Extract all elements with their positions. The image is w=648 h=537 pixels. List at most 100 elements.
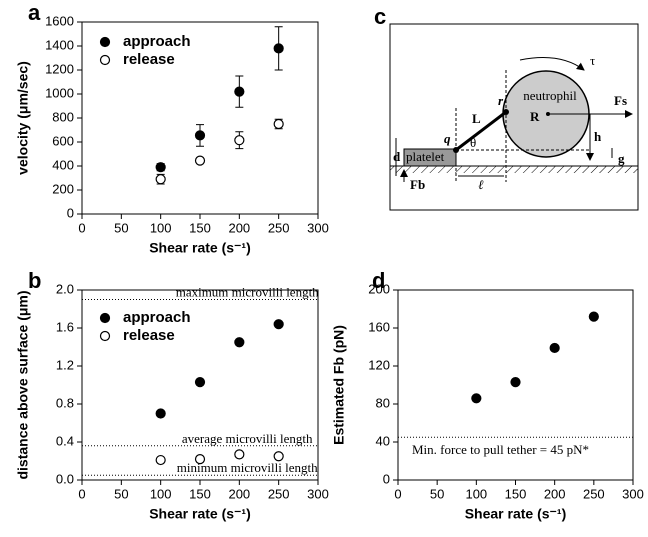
tether xyxy=(455,110,507,152)
y-tick-label: 1400 xyxy=(45,37,74,52)
data-point xyxy=(234,449,245,460)
y-axis-title: Estimated Fb (pN) xyxy=(331,325,347,445)
data-point xyxy=(549,342,560,354)
y-tick-label: 0 xyxy=(383,471,390,486)
x-tick-label: 250 xyxy=(583,486,605,501)
y-tick-label: 0.4 xyxy=(56,433,74,448)
legend-label: release xyxy=(123,51,175,68)
theta-label: θ xyxy=(470,135,476,150)
legend-marker xyxy=(99,312,111,324)
legend-marker xyxy=(99,54,111,66)
d-label: d xyxy=(393,149,401,164)
x-tick-label: 0 xyxy=(394,486,401,501)
y-tick-label: 1200 xyxy=(45,61,74,76)
x-axis-title: Shear rate (s⁻¹) xyxy=(149,240,251,256)
y-axis-title: velocity (μm/sec) xyxy=(15,61,31,175)
data-point xyxy=(194,377,206,388)
y-tick-label: 120 xyxy=(368,357,390,372)
y-tick-label: 400 xyxy=(52,157,74,172)
torque-arrow xyxy=(519,57,585,71)
x-tick-label: 250 xyxy=(268,220,290,235)
panel-label: d xyxy=(372,268,385,293)
y-tick-label: 0.0 xyxy=(56,471,74,486)
x-tick-label: 0 xyxy=(78,486,85,501)
data-point xyxy=(273,43,284,54)
panel-label: c xyxy=(374,4,386,29)
x-tick-label: 50 xyxy=(114,486,128,501)
y-tick-label: 1.2 xyxy=(56,357,74,372)
l-label: L xyxy=(472,111,481,126)
x-tick-label: 50 xyxy=(114,220,128,235)
data-point xyxy=(273,319,284,330)
y-tick-label: 0.8 xyxy=(56,395,74,410)
x-tick-label: 100 xyxy=(465,486,487,501)
x-tick-label: 150 xyxy=(189,486,211,501)
legend-label: approach xyxy=(123,309,191,326)
data-point xyxy=(194,130,206,141)
tau-label: τ xyxy=(590,53,595,68)
data-point xyxy=(273,118,284,130)
x-tick-label: 0 xyxy=(78,220,85,235)
x-tick-label: 50 xyxy=(430,486,444,501)
data-point xyxy=(234,135,245,146)
x-tick-label: 200 xyxy=(544,486,566,501)
reference-label: maximum microvilli length xyxy=(176,284,319,299)
r-label: r xyxy=(498,93,504,108)
legend-marker xyxy=(99,330,111,342)
data-point xyxy=(234,337,245,348)
y-tick-label: 1000 xyxy=(45,85,74,100)
x-axis-title: Shear rate (s⁻¹) xyxy=(149,506,251,522)
y-tick-label: 200 xyxy=(52,181,74,196)
data-point xyxy=(155,454,166,466)
neutrophil-label: neutrophil xyxy=(523,88,577,103)
reference-label: average microvilli length xyxy=(182,431,313,446)
x-tick-label: 200 xyxy=(228,220,250,235)
x-tick-label: 200 xyxy=(228,486,250,501)
q-label: q xyxy=(444,131,451,146)
data-point xyxy=(194,155,206,166)
g-label: g xyxy=(618,151,625,166)
x-axis-title: Shear rate (s⁻¹) xyxy=(465,506,567,522)
reference-label: Min. force to pull tether = 45 pN* xyxy=(412,442,589,457)
fs-label: Fs xyxy=(614,93,627,108)
data-point xyxy=(155,162,166,173)
y-tick-label: 160 xyxy=(368,319,390,334)
data-point xyxy=(155,174,166,185)
fb-label: Fb xyxy=(410,177,425,192)
panel-label: a xyxy=(28,0,41,25)
data-point xyxy=(588,311,599,322)
platelet-label: platelet xyxy=(406,149,445,164)
x-tick-label: 150 xyxy=(189,220,211,235)
data-point xyxy=(471,393,482,404)
x-tick-label: 100 xyxy=(150,486,172,501)
x-tick-label: 150 xyxy=(505,486,527,501)
x-tick-label: 250 xyxy=(268,486,290,501)
x-tick-label: 300 xyxy=(307,486,329,501)
x-tick-label: 100 xyxy=(150,220,172,235)
platelet-shape xyxy=(403,148,457,167)
x-tick-label: 300 xyxy=(307,220,329,235)
y-axis-title: distance above surface (μm) xyxy=(15,290,31,479)
y-tick-label: 600 xyxy=(52,133,74,148)
legend-label: approach xyxy=(123,33,191,50)
data-point xyxy=(510,377,521,388)
legend-marker xyxy=(99,36,111,48)
data-point xyxy=(155,408,166,419)
y-tick-label: 200 xyxy=(368,281,390,296)
panel-label: b xyxy=(28,268,41,293)
diagram: c platelet neutrophil R q r L θ Fs τ h g… xyxy=(374,4,639,211)
ell-label: ℓ xyxy=(478,177,484,192)
data-point xyxy=(273,451,284,462)
y-tick-label: 40 xyxy=(376,433,390,448)
diagram-frame xyxy=(389,23,639,211)
ground-hatch xyxy=(390,166,638,173)
y-tick-label: 80 xyxy=(376,395,390,410)
x-tick-label: 300 xyxy=(622,486,644,501)
y-tick-label: 1.6 xyxy=(56,319,74,334)
h-label: h xyxy=(594,129,602,144)
y-tick-label: 800 xyxy=(52,109,74,124)
y-tick-label: 2.0 xyxy=(56,281,74,296)
reference-label: minimum microvilli length xyxy=(177,460,318,475)
data-point xyxy=(234,86,245,97)
